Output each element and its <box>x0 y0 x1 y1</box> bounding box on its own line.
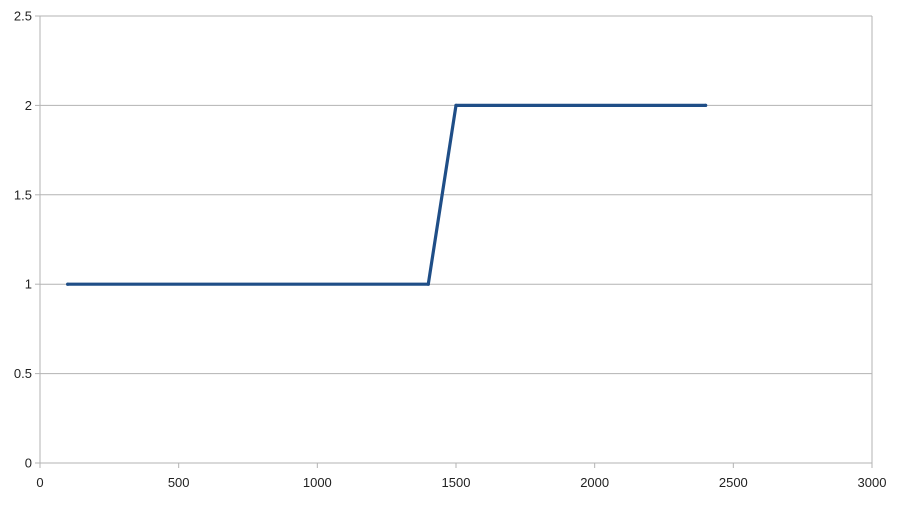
data-point <box>426 282 430 286</box>
grid-layer <box>40 15 872 375</box>
y-tick-label: 1 <box>25 277 32 292</box>
y-tick-label: 0 <box>25 456 32 471</box>
data-point <box>704 103 708 107</box>
x-tick-label: 1000 <box>303 475 332 490</box>
x-tick-label: 2500 <box>719 475 748 490</box>
x-tick-label: 1500 <box>442 475 471 490</box>
series-layer <box>66 103 708 286</box>
x-tick-label: 500 <box>168 475 190 490</box>
x-tick-label: 0 <box>36 475 43 490</box>
tick-label-layer: 0 0.5 1 1.5 2 2.5 0 500 1000 1500 2000 2500 3000 <box>14 9 887 491</box>
y-tick-label: 0.5 <box>14 366 32 381</box>
data-point <box>454 103 458 107</box>
y-tick-label: 2 <box>25 98 32 113</box>
data-point <box>66 282 70 286</box>
x-tick-label: 3000 <box>858 475 887 490</box>
series-line <box>66 103 708 286</box>
y-tick-label: 1.5 <box>14 187 32 202</box>
x-tick-label: 2000 <box>580 475 609 490</box>
axis-layer <box>35 15 873 468</box>
y-tick-label: 2.5 <box>14 9 32 24</box>
